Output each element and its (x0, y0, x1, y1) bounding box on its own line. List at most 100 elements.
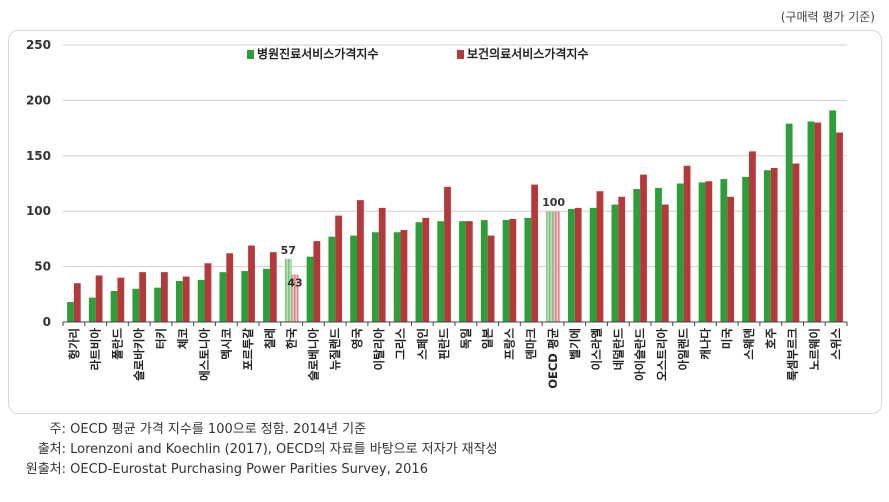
x-category-label: 포르투갈 (241, 328, 255, 371)
bar-hospital (371, 232, 379, 322)
bar-hospital (306, 256, 314, 322)
bar-health (640, 174, 647, 322)
bar-hospital (154, 287, 161, 322)
y-tick-label: 100 (26, 204, 51, 218)
bar-hospital (742, 176, 749, 322)
x-category-label: 터키 (154, 328, 168, 349)
bar-hospital (633, 189, 641, 322)
x-category-label: 이탈리아 (372, 328, 386, 371)
bar-hospital (393, 232, 401, 322)
bar-hospital (197, 279, 205, 322)
bar-health (705, 181, 713, 322)
bar-health (487, 235, 495, 322)
bar-hospital (110, 290, 118, 322)
bar-hospital (720, 179, 728, 322)
bar-health (335, 215, 343, 322)
x-category-label: OECD 평균 (546, 328, 560, 389)
bar-hospital (415, 222, 423, 322)
bar-health (574, 207, 582, 322)
x-category-label: 슬로바키아 (132, 328, 146, 381)
legend-swatch-health (457, 50, 464, 59)
bar-health (770, 167, 778, 322)
x-category-label: 칠레 (263, 328, 277, 349)
bar-hospital (546, 211, 553, 322)
bar-hospital (829, 110, 837, 322)
bar-hospital (459, 221, 466, 322)
y-tick-label: 200 (26, 93, 51, 107)
bar-hospital (698, 182, 706, 322)
price-index-bar-chart: 0 50 100 150 200 250 헝가리 라트비아 폴란드 슬로바키아 터키 체코 에스토니아 멕… (26, 38, 848, 389)
bar-hospital (67, 302, 74, 322)
bar-hospital (567, 208, 575, 322)
bar-hospital (263, 268, 270, 322)
bar-health (814, 122, 822, 322)
bar-health (400, 230, 408, 322)
x-category-label: 핀란드 (437, 328, 451, 360)
x-category-label: 슬로베니아 (306, 328, 320, 381)
x-category-label: 아일랜드 (677, 328, 691, 371)
x-category-label: 에스토니아 (198, 328, 212, 381)
note-main: 주: OECD 평균 가격 지수를 100으로 정함. 2014년 기준 (49, 422, 367, 437)
x-category-label: 덴마크 (524, 328, 538, 360)
chart-notes: 주: OECD 평균 가격 지수를 100으로 정함. 2014년 기준 출처:… (14, 420, 498, 480)
x-category-label: 스웨덴 (742, 328, 756, 360)
x-category-label: 캐나다 (698, 328, 712, 360)
bar-health (357, 200, 364, 322)
bar-health (204, 263, 212, 322)
bar-health (444, 186, 451, 322)
bar-hospital (350, 235, 357, 322)
bar-health (182, 276, 190, 322)
bar-hospital (132, 288, 140, 322)
chart-frame: 0 50 100 150 200 250 헝가리 라트비아 폴란드 슬로바키아 터키 체코 에스토니아 멕… (8, 30, 882, 414)
bar-hospital (241, 271, 249, 322)
bar-health (161, 272, 168, 322)
bar-hospital (328, 236, 336, 322)
bar-health (509, 218, 517, 322)
x-category-label: 체코 (176, 328, 190, 350)
bar-hospital (589, 207, 597, 322)
bar-health (465, 221, 473, 322)
bar-hospital (676, 183, 684, 322)
bar-health (618, 196, 626, 322)
x-category-label: 한국 (285, 328, 299, 350)
x-category-label: 네덜란드 (611, 328, 625, 371)
bar-health (422, 217, 430, 322)
bar-health (226, 253, 234, 322)
note-source: 출처: Lorenzoni and Koechlin (2017), OECD의… (37, 442, 498, 457)
x-category-label: 스페인 (415, 328, 429, 360)
data-label: 43 (287, 276, 302, 289)
legend-label-health: 보건의료서비스가격지수 (467, 46, 588, 61)
bar-hospital (785, 123, 793, 322)
data-label: 57 (281, 244, 296, 257)
x-category-label: 일본 (481, 328, 495, 350)
x-category-label: 헝가리 (67, 328, 81, 360)
bar-health (531, 184, 539, 322)
bar-health (661, 204, 669, 322)
x-category-label: 독일 (459, 328, 473, 349)
data-label: 100 (542, 196, 565, 209)
bar-hospital (88, 297, 96, 322)
bar-hospital (524, 217, 532, 322)
x-category-label: 영국 (350, 328, 364, 350)
bar-hospital (480, 220, 488, 322)
bar-health (269, 252, 277, 322)
note-original-source: 원출처: OECD-Eurostat Purchasing Power Pari… (25, 462, 428, 477)
x-category-label: 아이슬란드 (633, 328, 647, 381)
bar-health (248, 245, 255, 322)
bar-hospital (175, 281, 183, 322)
bar-health (792, 163, 800, 322)
x-category-label: 멕시코 (219, 328, 233, 360)
x-category-label: 폴란드 (110, 328, 124, 360)
x-category-label: 호주 (764, 328, 778, 350)
bar-health (313, 241, 321, 322)
x-category-label: 그리스 (394, 328, 408, 360)
bar-hospital (284, 258, 292, 322)
x-category-label: 이스라엘 (590, 328, 604, 370)
bar-health (596, 191, 604, 322)
bar-health (553, 211, 560, 322)
bar-health (139, 272, 147, 322)
bar-hospital (502, 220, 510, 322)
bar-health (749, 151, 756, 322)
x-category-label: 스위스 (829, 328, 843, 360)
bar-health (836, 132, 843, 322)
